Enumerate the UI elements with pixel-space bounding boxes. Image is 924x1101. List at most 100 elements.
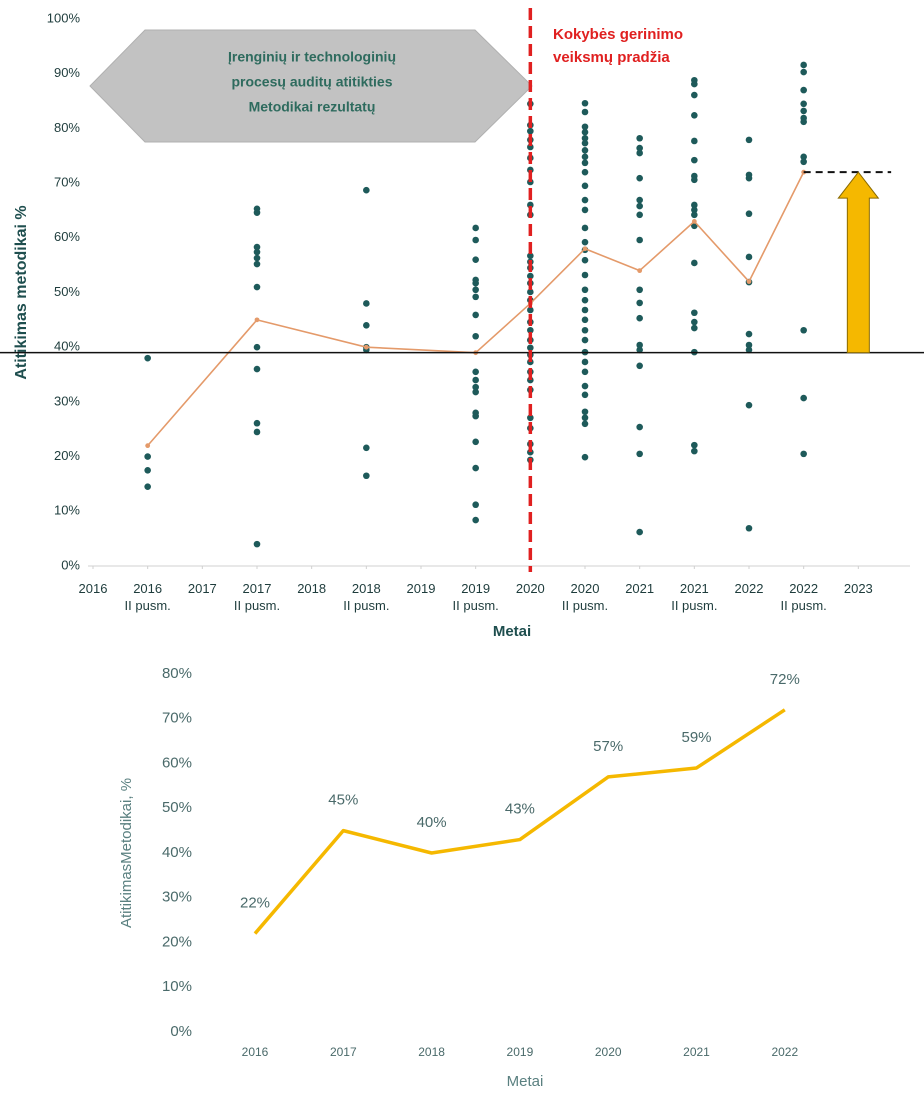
- mean-point: [691, 218, 697, 224]
- x-tick-label: 2022 II pusm.: [780, 581, 827, 613]
- x-tick-label: 2016: [78, 581, 108, 596]
- point: [691, 176, 698, 184]
- point: [527, 252, 534, 260]
- point: [581, 238, 589, 246]
- point: [581, 134, 589, 142]
- start-text: Kokybės gerinimo: [553, 26, 683, 43]
- point: [581, 159, 589, 167]
- y-tick-label: 90%: [54, 65, 80, 80]
- point: [636, 362, 643, 370]
- point: [581, 271, 589, 279]
- y-tick-label: 40%: [54, 339, 80, 354]
- mean-point: [582, 246, 588, 252]
- point: [581, 128, 589, 136]
- point: [636, 196, 643, 204]
- x-tick-label: 2023: [843, 581, 873, 596]
- point: [800, 68, 807, 76]
- point: [144, 354, 151, 362]
- point: [745, 401, 753, 409]
- point: [745, 524, 753, 532]
- point: [253, 419, 261, 427]
- mean-point: [145, 443, 151, 449]
- point: [581, 256, 589, 264]
- point: [581, 408, 589, 416]
- point: [581, 224, 589, 232]
- point: [636, 236, 643, 244]
- x-tick-label: 2020 II pusm.: [561, 581, 609, 613]
- point: [472, 388, 479, 396]
- y-tick-label: 60%: [54, 229, 80, 244]
- mean-line: [147, 171, 805, 447]
- point: [800, 86, 807, 94]
- point: [472, 376, 479, 384]
- x-tick-label: 2021 II pusm.: [671, 581, 718, 613]
- point: [691, 91, 698, 99]
- point: [581, 358, 589, 366]
- mean-point: [637, 268, 643, 274]
- point: [581, 206, 589, 214]
- point: [636, 149, 643, 157]
- point: [253, 365, 261, 373]
- point: [253, 283, 261, 291]
- y-tick-label: 20%: [54, 448, 80, 463]
- x-tick-label: 2021: [683, 1045, 710, 1059]
- point: [527, 272, 534, 280]
- point: [636, 202, 643, 210]
- x-tick-label: 2019: [406, 581, 436, 596]
- y-tick-label: 30%: [54, 393, 80, 408]
- point: [253, 260, 261, 268]
- point: [691, 318, 698, 326]
- point: [581, 382, 589, 390]
- x-tick-label: 2017 II pusm.: [233, 581, 281, 613]
- point: [745, 136, 753, 144]
- point: [691, 447, 698, 455]
- point: [527, 344, 534, 352]
- point: [691, 309, 698, 317]
- data-label: 40%: [417, 814, 447, 831]
- point: [800, 326, 807, 334]
- data-label: 72%: [770, 671, 800, 688]
- x-tick-label: 2022: [771, 1045, 798, 1059]
- y-tick-label: 50%: [162, 799, 192, 816]
- data-label: 45%: [328, 792, 358, 809]
- point: [581, 306, 589, 314]
- point: [253, 540, 261, 548]
- point: [253, 248, 261, 256]
- y-tick-label: 10%: [162, 978, 192, 995]
- mean-point: [801, 169, 807, 175]
- point: [745, 253, 753, 261]
- point: [691, 111, 698, 119]
- point: [581, 108, 589, 116]
- point: [691, 206, 698, 214]
- point: [691, 201, 698, 209]
- point: [581, 182, 589, 190]
- point: [472, 516, 479, 524]
- point: [581, 453, 589, 461]
- x-tick-label: 2017: [187, 581, 217, 596]
- point: [636, 314, 643, 322]
- point: [144, 483, 151, 490]
- point: [253, 243, 261, 251]
- data-label: 22%: [240, 895, 270, 912]
- point: [581, 146, 589, 154]
- point: [636, 299, 643, 307]
- point: [636, 286, 643, 294]
- point: [472, 438, 479, 446]
- point: [363, 444, 370, 452]
- point: [800, 394, 807, 402]
- point: [581, 168, 589, 176]
- point: [581, 420, 589, 428]
- point: [800, 100, 807, 108]
- point: [581, 414, 589, 422]
- x-axis-title: Metai: [493, 623, 531, 640]
- point: [527, 288, 534, 296]
- point: [691, 324, 698, 332]
- x-tick-label: 2016 II pusm.: [124, 581, 171, 613]
- point: [144, 466, 151, 474]
- point: [800, 158, 807, 166]
- y-tick-label: 80%: [54, 120, 80, 135]
- mean-point: [254, 317, 260, 323]
- x-tick-label: 2019 II pusm.: [452, 581, 499, 613]
- x-tick-label: 2018: [418, 1045, 445, 1059]
